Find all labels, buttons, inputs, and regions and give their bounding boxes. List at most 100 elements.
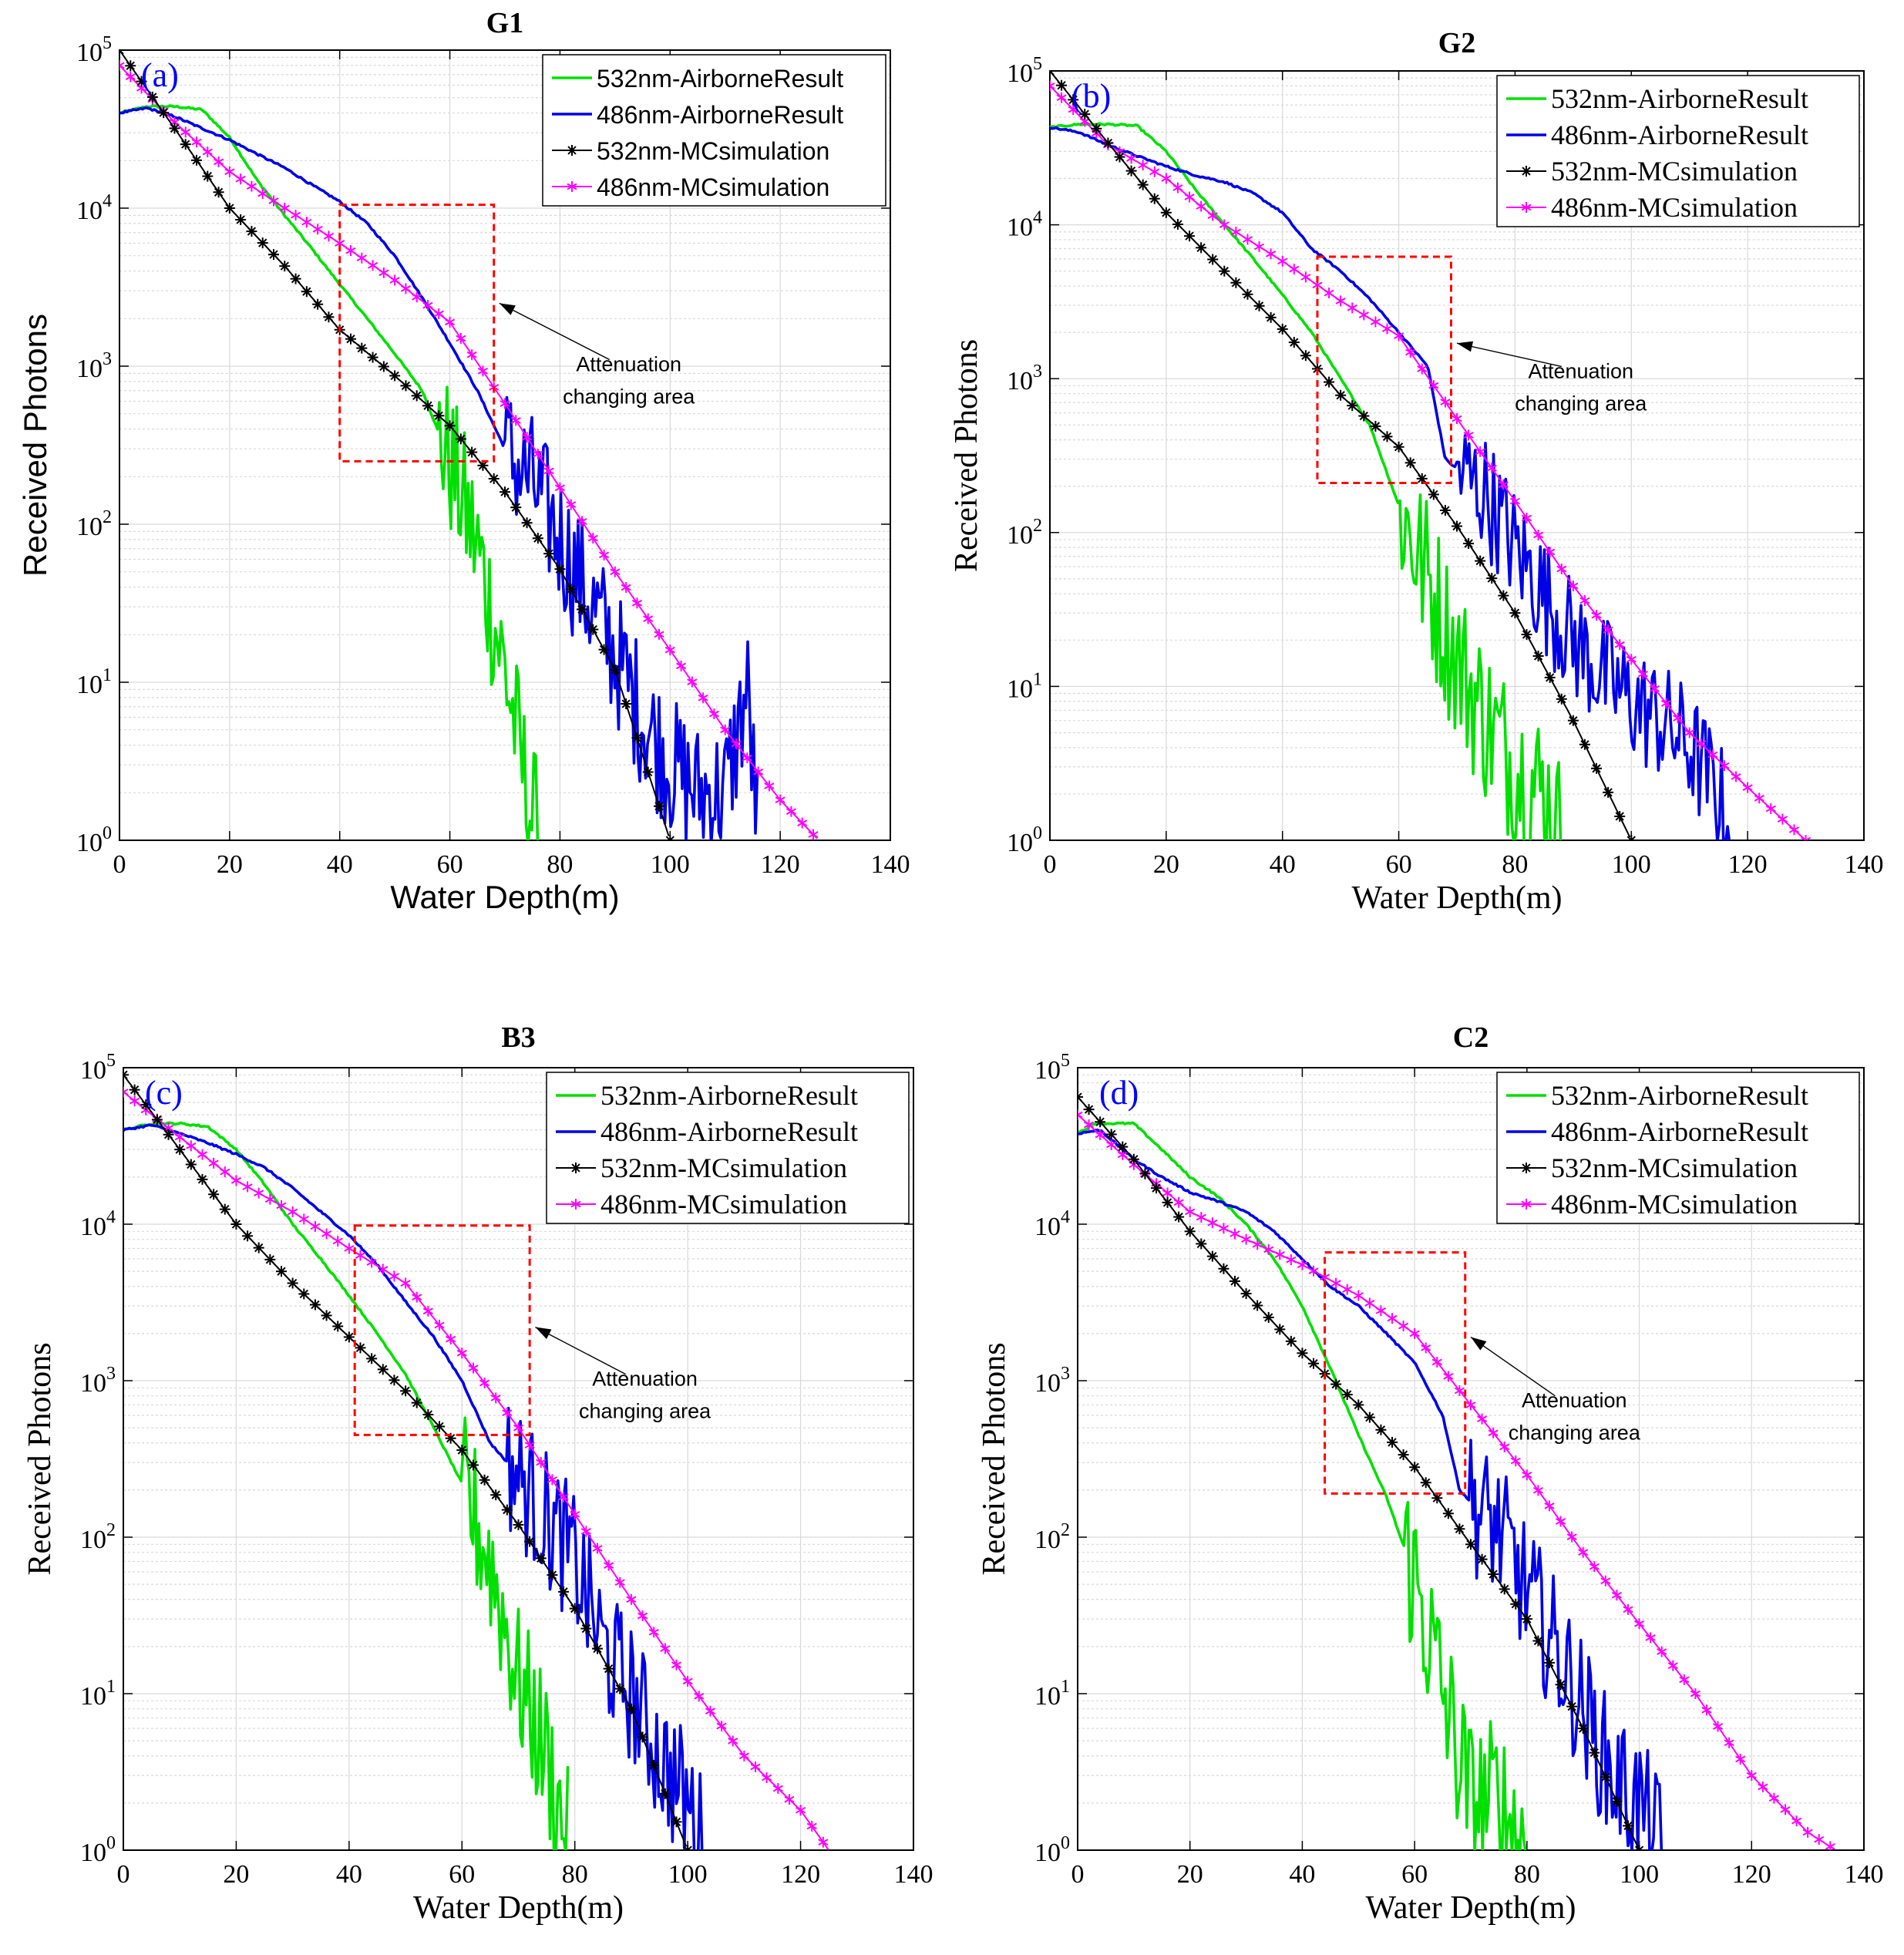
legend-label: 532nm-AirborneResult (1551, 83, 1808, 114)
data-point (433, 410, 445, 422)
data-point (524, 1439, 535, 1451)
data-point (1660, 698, 1672, 709)
data-point (682, 1845, 694, 1850)
data-point (1173, 1211, 1185, 1223)
legend-item: 532nm-MCsimulation (556, 1152, 847, 1183)
marker-stroke (1667, 1662, 1678, 1670)
marker-stroke (1673, 715, 1684, 722)
data-point (500, 486, 510, 498)
data-point (1589, 1561, 1600, 1573)
legend: 532nm-AirborneResult 486nm-AirborneResult… (1496, 75, 1860, 227)
marker-stroke (231, 1220, 241, 1229)
marker-stroke (1568, 582, 1579, 590)
marker-stroke (1266, 313, 1276, 322)
marker-stroke (479, 1379, 490, 1387)
data-point (309, 1299, 321, 1311)
marker-stroke (1324, 289, 1334, 297)
chart-panel-3: 0 20 40 60 80 100 120 140100101102103104105Wate… (22, 1021, 933, 1926)
marker-stroke (123, 1073, 128, 1079)
y-tick-label-exponent: 4 (1033, 208, 1042, 228)
marker-stroke (1780, 1806, 1791, 1813)
series-line (1078, 1129, 1663, 1850)
chart-title: G1 (486, 7, 524, 39)
data-point (648, 1760, 660, 1772)
data-point (1095, 1129, 1105, 1140)
data-point (323, 230, 334, 242)
marker-stroke (366, 1259, 377, 1266)
data-point (1265, 311, 1277, 323)
marker-stroke (1452, 415, 1462, 422)
marker-stroke (236, 215, 245, 224)
marker-stroke (1417, 365, 1428, 372)
marker-stroke (644, 767, 653, 777)
marker-stroke (355, 1252, 366, 1259)
legend-label: 532nm-MCsimulation (600, 1152, 847, 1183)
marker-stroke (123, 1091, 129, 1095)
marker-stroke (1405, 348, 1416, 356)
data-point (242, 1181, 253, 1193)
marker-stroke (1381, 325, 1393, 332)
data-point (1533, 530, 1544, 541)
data-point (1657, 1646, 1667, 1657)
data-point (1387, 1313, 1398, 1324)
data-point (279, 203, 290, 214)
marker-stroke (401, 1386, 410, 1395)
marker-stroke (1719, 762, 1730, 769)
data-point (1488, 1427, 1499, 1438)
data-point (298, 1288, 310, 1300)
data-point (224, 166, 235, 177)
data-point (521, 517, 533, 529)
marker-stroke (1278, 325, 1287, 334)
data-point (577, 604, 587, 615)
data-point (1454, 1523, 1465, 1535)
marker-stroke (1556, 1680, 1566, 1689)
marker-stroke (1566, 1533, 1577, 1540)
marker-stroke (302, 287, 311, 296)
data-point (796, 1805, 806, 1816)
marker-stroke (716, 1722, 727, 1730)
data-point (1463, 429, 1474, 441)
data-point (434, 1421, 445, 1432)
data-point (1476, 1553, 1488, 1565)
x-axis-label: Water Depth(m) (413, 1890, 624, 1926)
marker-stroke (333, 1321, 342, 1331)
data-point (1679, 1674, 1690, 1685)
marker-stroke (466, 351, 477, 358)
marker-stroke (467, 447, 476, 457)
data-point (1600, 1772, 1611, 1783)
data-point (1149, 166, 1160, 177)
marker-stroke (1219, 221, 1230, 228)
marker-stroke (1219, 267, 1229, 276)
y-tick-label-base: 10 (1034, 1056, 1061, 1085)
data-point (123, 1086, 129, 1098)
marker-stroke (298, 1216, 309, 1223)
data-point (1297, 1348, 1308, 1359)
data-point (235, 214, 247, 226)
series-line (119, 104, 540, 840)
marker-stroke (571, 1163, 580, 1173)
marker-stroke (676, 662, 687, 670)
series-532nm-MCsimulation (1078, 1091, 1645, 1850)
data-point (785, 806, 796, 817)
marker-stroke (570, 1603, 580, 1613)
marker-stroke (643, 615, 654, 622)
marker-stroke (1578, 1549, 1589, 1556)
data-point (119, 59, 125, 71)
data-point (1240, 1288, 1252, 1300)
data-point (146, 91, 158, 103)
data-point (191, 136, 202, 148)
data-point (344, 1243, 355, 1254)
data-point (1765, 803, 1776, 814)
y-tick-label-exponent: 0 (1033, 823, 1042, 843)
data-point (772, 1783, 783, 1795)
data-point (1308, 1265, 1319, 1277)
data-point (1218, 1223, 1229, 1234)
data-point (1673, 712, 1684, 724)
marker-stroke (661, 1789, 670, 1799)
marker-stroke (247, 227, 257, 236)
marker-stroke (1208, 1251, 1217, 1261)
data-point (1532, 650, 1544, 661)
marker-stroke (1500, 1584, 1509, 1594)
data-point (1791, 1815, 1802, 1827)
legend-label: 532nm-AirborneResult (600, 1080, 858, 1111)
